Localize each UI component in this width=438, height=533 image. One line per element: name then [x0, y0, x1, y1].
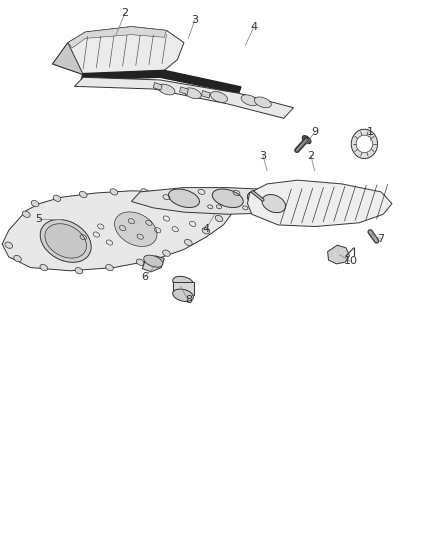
Text: 10: 10: [343, 256, 357, 266]
Polygon shape: [247, 180, 392, 227]
Ellipse shape: [215, 205, 223, 211]
Ellipse shape: [356, 135, 373, 153]
Ellipse shape: [115, 212, 157, 246]
Polygon shape: [81, 70, 241, 93]
Ellipse shape: [198, 197, 205, 203]
Polygon shape: [53, 43, 83, 75]
Ellipse shape: [22, 211, 30, 217]
Text: 5: 5: [35, 214, 42, 223]
Text: 1: 1: [367, 127, 374, 137]
Ellipse shape: [136, 259, 144, 265]
Ellipse shape: [106, 264, 113, 271]
Text: 3: 3: [191, 15, 198, 25]
Ellipse shape: [212, 189, 243, 207]
Ellipse shape: [45, 224, 87, 258]
Ellipse shape: [254, 97, 271, 108]
Ellipse shape: [79, 191, 87, 198]
Ellipse shape: [184, 239, 192, 246]
Ellipse shape: [144, 255, 163, 267]
Polygon shape: [53, 27, 184, 75]
Ellipse shape: [262, 195, 286, 213]
Text: 9: 9: [311, 127, 318, 137]
Ellipse shape: [215, 215, 223, 222]
Ellipse shape: [184, 88, 201, 99]
Polygon shape: [180, 87, 188, 94]
Ellipse shape: [31, 200, 39, 207]
Polygon shape: [2, 191, 232, 271]
Polygon shape: [153, 83, 162, 90]
Ellipse shape: [241, 95, 258, 106]
Ellipse shape: [351, 130, 378, 159]
Ellipse shape: [173, 276, 194, 289]
Ellipse shape: [5, 242, 13, 248]
Text: 7: 7: [378, 234, 385, 244]
Text: 3: 3: [259, 151, 266, 160]
Text: 4: 4: [251, 22, 258, 31]
Ellipse shape: [75, 268, 83, 274]
Ellipse shape: [110, 189, 118, 195]
Ellipse shape: [202, 228, 210, 234]
Ellipse shape: [162, 250, 170, 256]
Ellipse shape: [141, 189, 148, 195]
Polygon shape: [328, 245, 350, 264]
Ellipse shape: [247, 191, 278, 209]
Text: 4: 4: [202, 224, 209, 234]
Ellipse shape: [158, 84, 175, 95]
Ellipse shape: [14, 255, 21, 262]
Ellipse shape: [302, 135, 311, 144]
Polygon shape: [74, 77, 293, 118]
Ellipse shape: [173, 289, 194, 302]
Ellipse shape: [53, 195, 61, 201]
Text: 8: 8: [185, 295, 192, 305]
Text: 2: 2: [121, 9, 128, 18]
Polygon shape: [131, 188, 307, 214]
Polygon shape: [142, 256, 164, 272]
Ellipse shape: [169, 189, 199, 207]
Polygon shape: [201, 91, 210, 98]
Ellipse shape: [171, 191, 179, 197]
Ellipse shape: [40, 220, 91, 262]
Ellipse shape: [211, 92, 227, 102]
Text: 6: 6: [141, 272, 148, 282]
Text: 2: 2: [307, 151, 314, 160]
Polygon shape: [68, 27, 166, 48]
Ellipse shape: [40, 264, 48, 271]
Polygon shape: [173, 282, 194, 295]
